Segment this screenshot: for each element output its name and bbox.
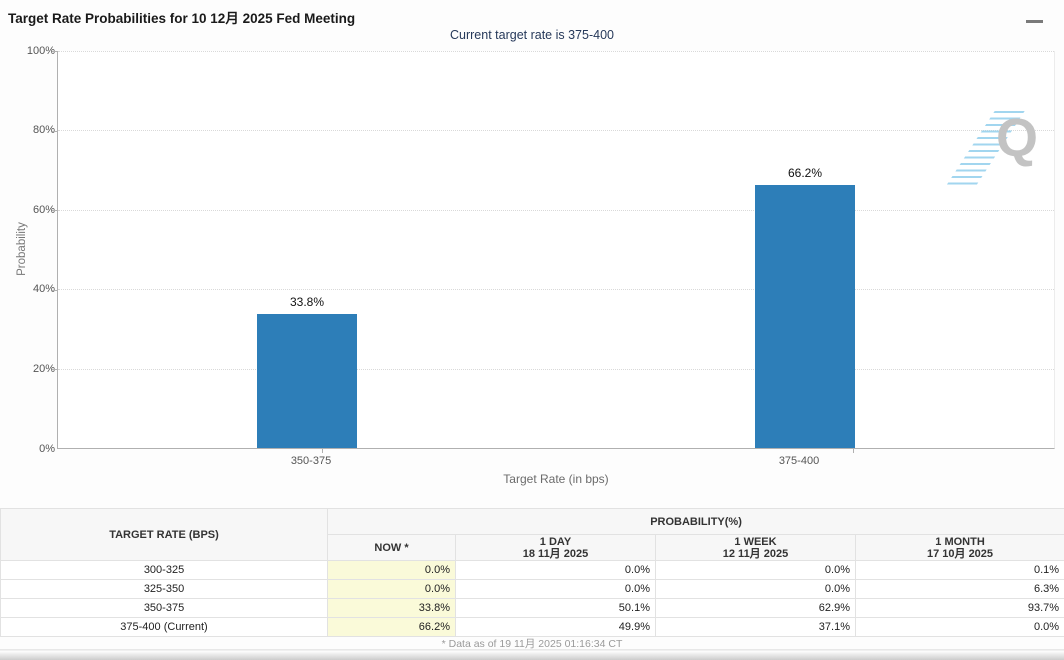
col-header-1month: 1 MONTH 17 10月 2025	[854, 534, 1064, 561]
gridline-40	[58, 289, 1054, 291]
bar-375-400[interactable]	[755, 185, 855, 448]
y-tick-0: 0%	[39, 443, 55, 455]
day-cell: 0.0%	[455, 579, 656, 599]
rate-cell: 350-375	[0, 598, 328, 618]
probability-table: TARGET RATE (BPS) PROBABILITY(%) NOW * 1…	[0, 508, 1064, 637]
gridline-20	[58, 368, 1054, 370]
table-row: 375-400 (Current) 66.2% 49.9% 37.1% 0.0%	[0, 617, 1064, 637]
day-cell: 0.0%	[455, 560, 656, 580]
col-header-probability: PROBABILITY(%)	[326, 508, 1064, 535]
week-cell: 0.0%	[655, 579, 856, 599]
y-tick-mark	[52, 51, 57, 52]
bar-chart-plot: Q 33.8% 66.2%	[57, 51, 1055, 449]
y-tick-20: 20%	[32, 363, 55, 375]
bar-350-375[interactable]	[257, 313, 357, 448]
x-tick-350-375: 350-375	[290, 455, 332, 467]
now-cell: 33.8%	[327, 598, 456, 618]
bar-value-label: 66.2%	[787, 166, 823, 181]
chart-watermark: Q	[945, 108, 1040, 189]
table-row: 325-350 0.0% 0.0% 0.0% 6.3%	[0, 579, 1064, 599]
col-header-1day: 1 DAY 18 11月 2025	[455, 534, 656, 561]
now-cell: 0.0%	[327, 579, 456, 599]
y-tick-80: 80%	[32, 124, 55, 136]
month-cell: 0.1%	[854, 560, 1064, 580]
y-tick-mark	[52, 369, 57, 370]
week-cell: 0.0%	[655, 560, 856, 580]
day-cell: 49.9%	[455, 617, 656, 637]
y-tick-mark	[52, 210, 57, 211]
now-cell: 0.0%	[327, 560, 456, 580]
month-cell: 0.0%	[854, 617, 1064, 637]
y-axis-title: Probability	[16, 222, 28, 276]
week-cell: 62.9%	[655, 598, 856, 618]
gridline-60	[58, 209, 1054, 211]
y-tick-mark	[52, 131, 57, 132]
bottom-edge-bar	[0, 650, 1064, 660]
y-tick-mark	[52, 290, 57, 291]
y-tick-100: 100%	[26, 45, 55, 57]
gridline-80	[58, 130, 1054, 132]
day-cell: 50.1%	[455, 598, 656, 618]
rate-cell: 325-350	[0, 579, 328, 599]
rate-cell: 375-400 (Current)	[0, 617, 328, 637]
chart-subtitle: Current target rate is 375-400	[450, 28, 614, 42]
quikstrike-q-icon: Q	[995, 108, 1038, 168]
page-title: Target Rate Probabilities for 10 12月 202…	[8, 11, 356, 26]
menu-button[interactable]	[1026, 9, 1046, 25]
y-tick-60: 60%	[32, 204, 55, 216]
x-tick-mark	[853, 449, 855, 453]
col-header-target-rate: TARGET RATE (BPS)	[0, 508, 328, 561]
gridline-100	[58, 51, 1054, 52]
x-tick-375-400: 375-400	[778, 455, 820, 467]
x-tick-mark	[322, 449, 324, 453]
data-as-of-footnote: * Data as of 19 11月 2025 01:16:34 CT	[0, 636, 1064, 650]
y-tick-40: 40%	[32, 283, 55, 295]
col-header-1week: 1 WEEK 12 11月 2025	[655, 534, 856, 561]
table-row: 300-325 0.0% 0.0% 0.0% 0.1%	[0, 560, 1064, 580]
month-cell: 6.3%	[854, 579, 1064, 599]
now-cell: 66.2%	[327, 617, 456, 637]
table-row: 350-375 33.8% 50.1% 62.9% 93.7%	[0, 598, 1064, 618]
month-cell: 93.7%	[854, 598, 1064, 618]
x-axis-title: Target Rate (in bps)	[503, 472, 609, 486]
bar-value-label: 33.8%	[289, 294, 325, 309]
rate-cell: 300-325	[0, 560, 328, 580]
col-header-now: NOW *	[327, 534, 456, 561]
week-cell: 37.1%	[655, 617, 856, 637]
